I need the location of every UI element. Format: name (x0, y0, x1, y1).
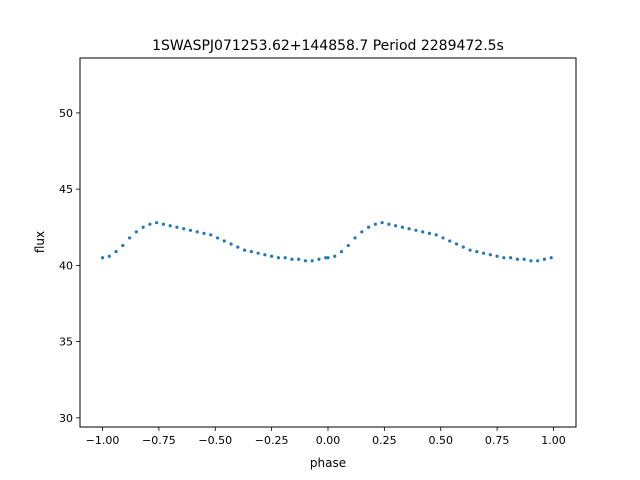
x-tick-label: 0.50 (428, 434, 453, 447)
data-point (333, 254, 337, 258)
data-point (346, 243, 350, 248)
data-point (373, 222, 377, 226)
data-point (121, 243, 125, 248)
x-tick-label: 0.75 (485, 434, 510, 447)
data-point (100, 256, 105, 260)
data-point (326, 256, 330, 260)
y-axis-label: flux (33, 231, 47, 253)
data-point (475, 250, 479, 254)
x-tick-label: −0.50 (198, 434, 232, 447)
data-point (441, 236, 445, 240)
data-point (448, 239, 452, 243)
data-point (276, 256, 280, 260)
data-point (360, 230, 364, 234)
data-point (107, 254, 111, 258)
data-point (324, 256, 328, 260)
data-point (148, 222, 152, 226)
y-tick-label: 40 (59, 259, 73, 272)
data-point (317, 257, 321, 261)
x-tick-label: 0.25 (372, 434, 397, 447)
data-point (427, 231, 432, 235)
data-point (141, 225, 145, 229)
data-point (529, 259, 533, 263)
data-point (468, 248, 472, 252)
data-point (188, 228, 193, 232)
data-point (536, 259, 540, 263)
data-point (168, 224, 172, 228)
data-point (290, 257, 294, 261)
data-point (509, 256, 513, 260)
data-point (400, 225, 404, 229)
data-point (542, 257, 547, 261)
data-point (256, 251, 260, 255)
y-tick-label: 30 (59, 412, 73, 425)
x-tick-label: −0.75 (142, 434, 176, 447)
data-point (515, 257, 519, 261)
data-point (182, 227, 186, 231)
data-point (128, 236, 132, 240)
x-tick-label: 0.00 (316, 434, 341, 447)
y-tick-label: 50 (59, 107, 73, 120)
y-tick-label: 35 (59, 336, 73, 349)
y-axis-ticks: 30 35 40 45 50 (59, 107, 80, 425)
data-point (421, 230, 425, 234)
data-point (366, 225, 371, 229)
data-point (394, 224, 398, 228)
data-point (236, 245, 240, 249)
data-point (175, 225, 179, 229)
data-point (283, 256, 287, 260)
data-point (297, 257, 301, 261)
data-point (195, 230, 199, 234)
x-tick-label: −1.00 (86, 434, 120, 447)
y-tick-label: 45 (59, 183, 73, 196)
x-tick-label: 1.00 (541, 434, 566, 447)
data-point (242, 248, 247, 252)
data-point (481, 251, 486, 255)
data-point (488, 253, 492, 257)
x-tick-label: −0.25 (255, 434, 289, 447)
data-point (310, 259, 314, 263)
data-point (209, 233, 213, 237)
x-axis-label: phase (310, 456, 346, 470)
data-point (414, 228, 418, 232)
data-point (339, 250, 344, 254)
data-point (454, 242, 459, 246)
data-point (434, 233, 438, 237)
data-point (407, 227, 411, 231)
data-point (461, 245, 465, 249)
data-points (100, 221, 553, 263)
data-point (202, 231, 206, 235)
data-point (229, 242, 233, 246)
data-point (155, 221, 159, 225)
data-point (134, 230, 138, 234)
data-point (114, 250, 118, 254)
data-point (522, 257, 526, 261)
x-axis-ticks: −1.00 −0.75 −0.50 −0.25 0.00 0.25 0.50 0.75 1.00 (86, 427, 566, 447)
data-point (222, 239, 226, 243)
data-point (249, 250, 253, 254)
data-point (303, 259, 308, 263)
data-point (353, 236, 357, 240)
data-point (215, 236, 220, 240)
data-point (263, 253, 267, 257)
data-point (380, 221, 384, 225)
data-point (387, 222, 391, 226)
data-point (270, 254, 274, 258)
data-point (549, 256, 553, 260)
data-point (161, 222, 166, 226)
data-point (502, 256, 506, 260)
chart-title: 1SWASPJ071253.62+144858.7 Period 2289472… (152, 38, 504, 54)
data-point (495, 254, 499, 258)
